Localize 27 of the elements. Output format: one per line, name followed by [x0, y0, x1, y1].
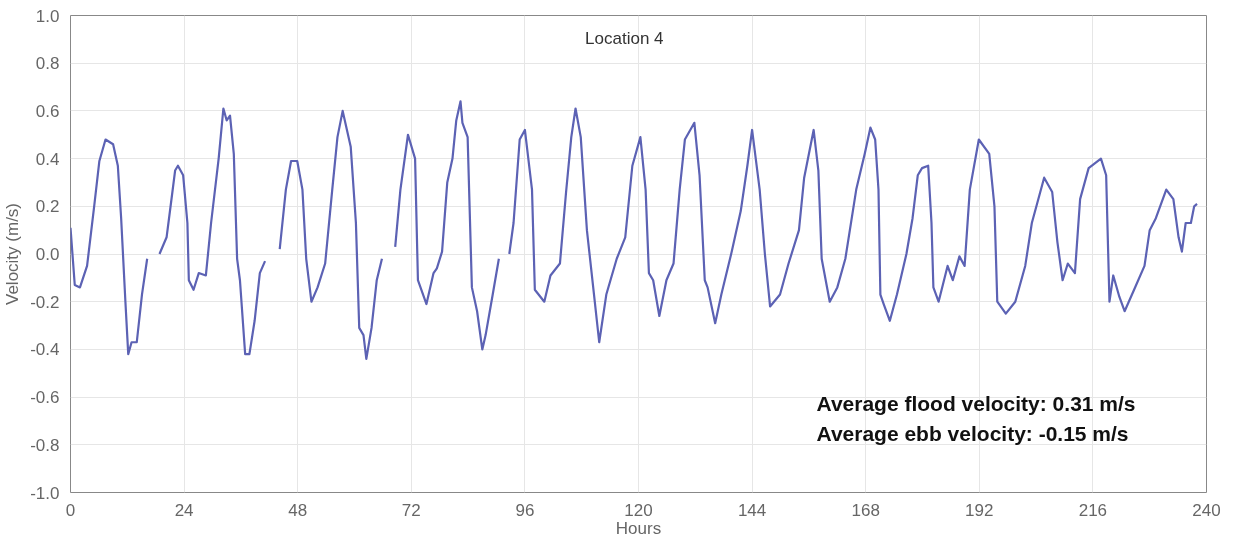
x-tick-label: 24 [174, 500, 194, 520]
annotation: Location 4 [585, 28, 664, 48]
x-tick-label: 192 [965, 500, 994, 520]
x-tick-label: 240 [1192, 500, 1221, 520]
x-tick-label: 144 [737, 500, 767, 520]
x-axis-title: Hours [615, 518, 662, 538]
x-tick-label: 0 [65, 500, 76, 520]
x-tick-label: 120 [624, 500, 653, 520]
x-tick-label: 72 [401, 500, 421, 520]
x-tick-label: 168 [851, 500, 880, 520]
annotation: Average ebb velocity: -0.15 m/s [816, 421, 1129, 445]
x-tick-label: 96 [515, 500, 535, 520]
y-tick-label: 1.0 [35, 6, 60, 26]
y-tick-label: 0.6 [35, 101, 60, 121]
y-tick-label: 0.0 [35, 245, 60, 264]
y-tick-label: -0.4 [30, 340, 60, 360]
annotation: Average flood velocity: 0.31 m/s [816, 391, 1136, 415]
y-tick-label: -0.2 [30, 292, 60, 312]
y-axis-title: Velocity (m/s) [3, 202, 23, 306]
y-tick-label: -0.6 [30, 388, 60, 408]
y-tick-label: 0.4 [35, 149, 60, 169]
x-tick-label: 48 [288, 500, 308, 520]
y-tick-label: 0.2 [35, 197, 60, 217]
x-tick-label: 216 [1078, 500, 1108, 520]
y-tick-label: 0.8 [35, 54, 60, 74]
y-tick-label: -0.8 [30, 435, 60, 455]
y-tick-label: -1.0 [30, 483, 60, 503]
